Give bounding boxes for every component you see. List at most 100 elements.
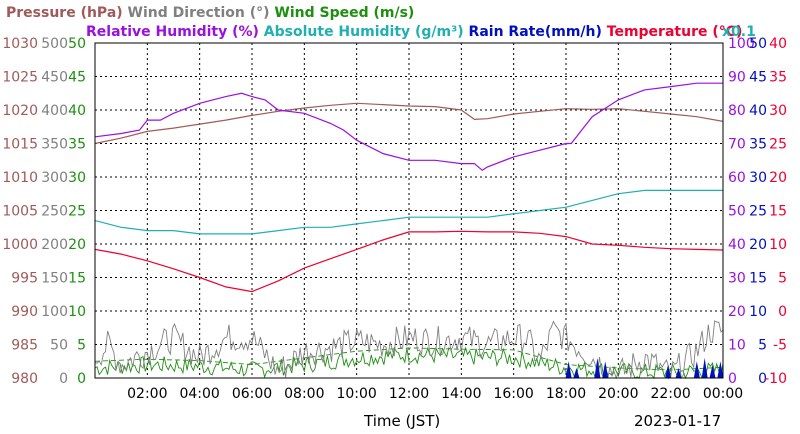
left-axes: 9809859909951000100510101015102010251030…: [2, 36, 86, 387]
grid: [95, 43, 723, 378]
right-axis-1-tick: 40: [749, 103, 767, 119]
x-tick-label: 08:00: [284, 386, 324, 402]
right-axis-1-tick: 45: [749, 70, 767, 86]
scale-note: x0.1: [722, 24, 756, 40]
left-axis-0-tick: 985: [11, 338, 38, 354]
left-axis-0-tick: 1010: [2, 170, 38, 186]
series-wind-speed-avg: [94, 347, 724, 371]
left-axis-0-tick: 1025: [2, 70, 38, 86]
x-axis-label: Time (JST): [363, 412, 440, 430]
right-axis-2-tick: -10: [764, 371, 787, 387]
x-tick-label: 06:00: [232, 386, 272, 402]
right-axis-1-tick: 35: [749, 137, 767, 153]
right-axis-0-tick: 20: [728, 304, 746, 320]
left-axis-2-tick: 25: [68, 204, 86, 220]
left-axis-1-tick: 350: [41, 137, 68, 153]
right-axis-2-tick: 5: [778, 271, 787, 287]
rain-spike: [675, 367, 682, 378]
right-axis-1-tick: 15: [749, 271, 767, 287]
right-axis-1-tick: 25: [749, 204, 767, 220]
left-axis-1-tick: 400: [41, 103, 68, 119]
rain-spike: [665, 364, 672, 378]
right-axis-0-tick: 100: [728, 36, 755, 52]
left-axis-2-tick: 15: [68, 271, 86, 287]
left-axis-1-tick: 250: [41, 204, 68, 220]
left-axis-2-tick: 10: [68, 304, 86, 320]
left-axis-2-tick: 20: [68, 237, 86, 253]
right-axis-2-tick: 35: [769, 70, 787, 86]
right-axis-2-tick: 15: [769, 204, 787, 220]
title-row-2: Relative Humidity (%) Absolute Humidity …: [86, 24, 742, 40]
left-axis-2-tick: 40: [68, 103, 86, 119]
left-axis-0-tick: 1015: [2, 137, 38, 153]
series-wind-speed-m-s: [94, 346, 724, 380]
legend-pressure: Pressure (hPa): [6, 5, 123, 21]
x-axis-ticks: 02:00 04:00 06:00 08:00 10:00 12:00 14:00 16:00…: [127, 386, 743, 402]
date-label: 2023-01-17: [634, 412, 721, 430]
right-axis-2-tick: 10: [769, 237, 787, 253]
left-axis-0-tick: 980: [11, 371, 38, 387]
left-axis-2-tick: 5: [77, 338, 86, 354]
x-tick-label: 18:00: [546, 386, 586, 402]
rain-spike: [709, 364, 716, 378]
left-axis-2-tick: 30: [68, 170, 86, 186]
right-axis-1-tick: 5: [758, 338, 767, 354]
title-row-1: Pressure (hPa) Wind Direction (°) Wind S…: [6, 5, 414, 21]
legend-wind-speed: Wind Speed (m/s): [274, 5, 414, 21]
right-axis-2-tick: 25: [769, 137, 787, 153]
rain-spike: [602, 361, 609, 378]
right-axis-2-tick: 40: [769, 36, 787, 52]
x-tick-label: 02:00: [127, 386, 167, 402]
right-axis-2-tick: -5: [773, 338, 787, 354]
legend-relative-humidity: Relative Humidity (%): [86, 24, 259, 40]
left-axis-2-tick: 50: [68, 36, 86, 52]
series-wind-direction: [94, 320, 724, 380]
chart-title: Pressure (hPa) Wind Direction (°) Wind S…: [6, 5, 756, 40]
left-axis-1-tick: 450: [41, 70, 68, 86]
right-axis-1-tick: 10: [749, 304, 767, 320]
x-tick-label: 20:00: [598, 386, 638, 402]
rain-spike: [693, 361, 700, 378]
right-axis-2-tick: 30: [769, 103, 787, 119]
x-tick-label: 22:00: [650, 386, 690, 402]
right-axis-0-tick: 30: [728, 271, 746, 287]
left-axis-2-tick: 45: [68, 70, 86, 86]
right-axis-1-tick: 0: [758, 371, 767, 387]
x-tick-label: 16:00: [493, 386, 533, 402]
legend-absolute-humidity: Absolute Humidity (g/m³): [264, 24, 464, 40]
right-axis-1-tick: 50: [749, 36, 767, 52]
left-axis-2-tick: 0: [77, 371, 86, 387]
right-axis-0-tick: 90: [728, 70, 746, 86]
right-axis-0-tick: 50: [728, 204, 746, 220]
right-axis-0-tick: 60: [728, 170, 746, 186]
plot-frame: [94, 42, 724, 379]
left-axis-0-tick: 990: [11, 304, 38, 320]
right-axis-0-tick: 80: [728, 103, 746, 119]
right-axes: 0102030405060708090100051015202530354045…: [728, 36, 787, 387]
left-axis-1-tick: 200: [41, 237, 68, 253]
left-axis-1-tick: 300: [41, 170, 68, 186]
left-axis-2-tick: 35: [68, 137, 86, 153]
series-pressure-hpa: [94, 102, 724, 145]
series-relative-humidity: [94, 82, 723, 172]
right-axis-1-tick: 20: [749, 237, 767, 253]
left-axis-0-tick: 995: [11, 271, 38, 287]
right-axis-0-tick: 0: [728, 371, 737, 387]
right-axis-0-tick: 40: [728, 237, 746, 253]
series-layer: [94, 82, 724, 380]
series-temperature-c: [94, 230, 724, 293]
left-axis-0-tick: 1020: [2, 103, 38, 119]
rain-spike: [717, 361, 724, 378]
x-tick-label: 00:00: [703, 386, 743, 402]
right-axis-1-tick: 30: [749, 170, 767, 186]
left-axis-1-tick: 150: [41, 271, 68, 287]
left-axis-0-tick: 1005: [2, 204, 38, 220]
legend-temperature: Temperature (°C): [607, 24, 743, 40]
x-tick-label: 12:00: [389, 386, 429, 402]
rain-spike: [594, 357, 601, 378]
rain-spike: [701, 357, 708, 378]
x-tick-label: 14:00: [441, 386, 481, 402]
right-axis-2-tick: 20: [769, 170, 787, 186]
left-axis-1-tick: 50: [50, 338, 68, 354]
